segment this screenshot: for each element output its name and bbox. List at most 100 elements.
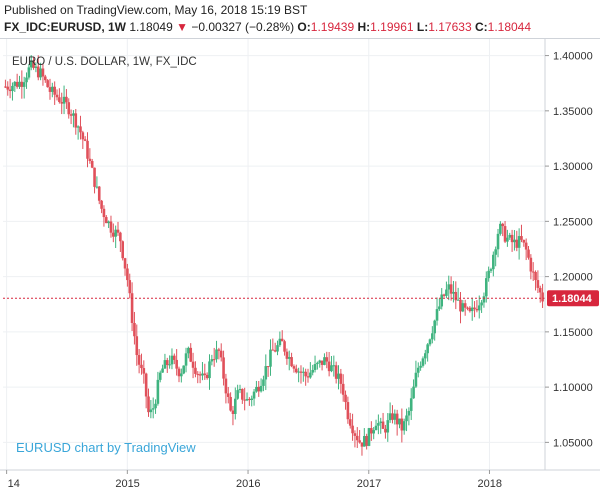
candle — [76, 125, 80, 140]
candle — [484, 271, 488, 303]
candle — [344, 390, 347, 410]
candle-body — [203, 373, 207, 375]
candle-body — [151, 408, 155, 410]
candle — [398, 418, 401, 429]
candle-body — [158, 372, 162, 380]
candle-body — [161, 368, 164, 373]
candle — [287, 350, 291, 371]
candle — [419, 361, 422, 371]
candle-body — [414, 372, 418, 387]
candle-body — [140, 364, 143, 369]
candle — [43, 74, 47, 83]
candle-body — [330, 365, 333, 372]
candle — [438, 298, 441, 311]
candle — [217, 347, 221, 360]
candle — [341, 374, 345, 402]
candle — [53, 81, 56, 105]
candle-body — [353, 433, 357, 436]
candle-body — [231, 410, 235, 414]
candle-body — [67, 102, 71, 115]
candle-body — [217, 349, 221, 351]
candle-body — [445, 289, 448, 296]
candle — [477, 295, 481, 319]
candle-body — [302, 371, 305, 373]
candle — [219, 343, 223, 362]
candle-body — [531, 271, 535, 273]
candle-body — [442, 294, 446, 296]
open-label: O: — [297, 20, 311, 34]
candle — [116, 221, 120, 236]
candle — [290, 352, 293, 368]
candle — [506, 229, 509, 247]
candle-body — [135, 336, 139, 356]
watermark: EURUSD chart by TradingView — [16, 440, 196, 455]
candle — [393, 409, 397, 425]
candle — [177, 366, 181, 383]
candle — [517, 228, 521, 260]
candle-body — [69, 114, 73, 116]
candle — [236, 384, 239, 400]
candle — [269, 339, 272, 376]
candle-body — [276, 345, 279, 352]
candle-body — [412, 386, 415, 399]
candle-body — [88, 158, 92, 161]
candle-body — [65, 96, 68, 103]
candle — [449, 276, 453, 301]
candle-body — [529, 257, 533, 272]
candle-body — [46, 80, 49, 88]
candle-body — [177, 368, 181, 377]
price-tick-label: 1.40000 — [553, 51, 593, 63]
candle — [90, 158, 94, 169]
candle — [454, 281, 458, 310]
candle-body — [147, 396, 150, 413]
candle — [442, 293, 446, 298]
candle-body — [255, 386, 258, 392]
candle-body — [452, 291, 455, 294]
candle — [83, 136, 87, 142]
time-tick-label: 2017 — [357, 478, 381, 490]
candle-body — [29, 60, 33, 68]
candle-body — [241, 388, 244, 400]
candle-body — [27, 67, 31, 78]
price-chart[interactable]: 1.40000 1.35000 1.30000 1.25000 1.20000 1.150… — [0, 39, 600, 494]
candle — [259, 378, 263, 393]
price-tick-label: 1.20000 — [553, 272, 593, 284]
candle-body — [130, 293, 134, 323]
candle-body — [229, 396, 232, 411]
candle-body — [53, 86, 56, 95]
candle — [126, 263, 129, 287]
candle — [527, 246, 530, 260]
candle — [520, 224, 523, 243]
candle-body — [126, 268, 129, 281]
candle — [41, 63, 45, 86]
candle-body — [482, 296, 486, 303]
candle — [18, 75, 21, 89]
candle-body — [233, 398, 237, 414]
candle-body — [208, 361, 211, 379]
candle-body — [484, 278, 488, 297]
candle-body — [393, 413, 397, 420]
candle — [142, 360, 146, 384]
candle — [165, 357, 169, 373]
candle-body — [440, 294, 444, 307]
candle-body — [323, 357, 326, 365]
candle — [144, 372, 148, 409]
candle — [459, 291, 462, 324]
candle-body — [320, 360, 324, 365]
candle — [370, 421, 373, 441]
candle — [67, 98, 71, 119]
candle — [264, 354, 268, 391]
candle — [20, 70, 24, 99]
candle-body — [156, 379, 160, 404]
candle-body — [97, 186, 101, 201]
candle — [86, 132, 89, 168]
candle — [379, 417, 383, 434]
candle-body — [297, 371, 300, 373]
candle-body — [395, 413, 399, 425]
candle — [348, 412, 352, 429]
header-divider — [0, 38, 600, 39]
candle-body — [273, 350, 277, 352]
candle-body — [388, 413, 392, 421]
current-price-label: 1.18044 — [552, 293, 593, 305]
candle-body — [264, 366, 268, 380]
